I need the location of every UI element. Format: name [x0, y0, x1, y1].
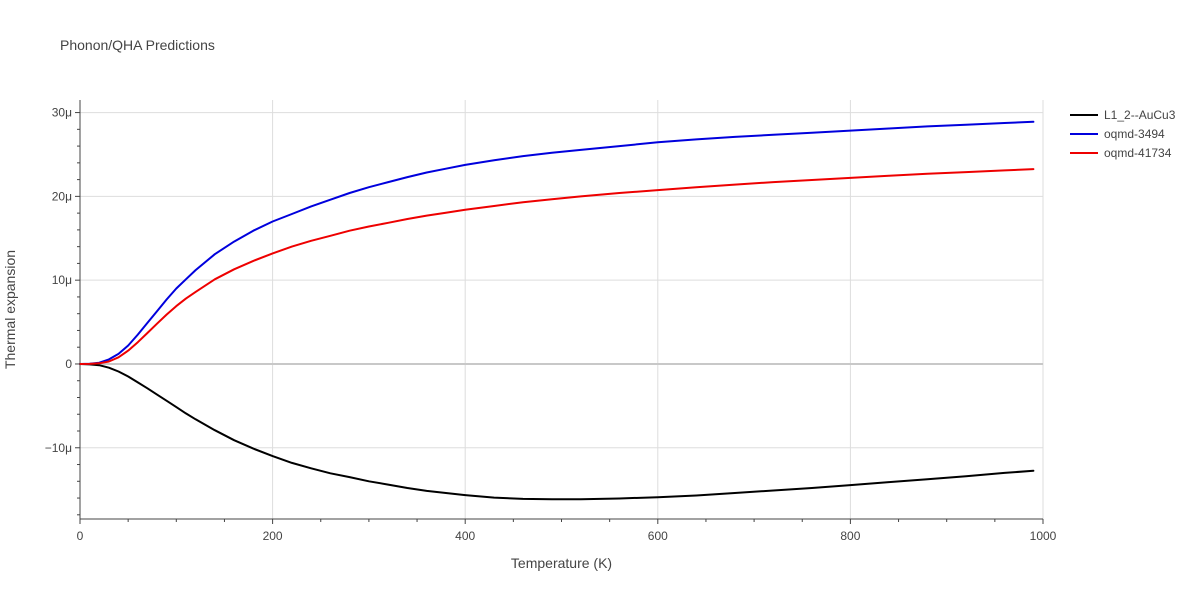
x-tick-label: 0 — [77, 529, 84, 543]
legend-label: oqmd-41734 — [1104, 146, 1172, 160]
y-axis-title: Thermal expansion — [2, 250, 18, 369]
x-tick-label: 600 — [648, 529, 668, 543]
axes — [79, 100, 1043, 520]
x-tick-label: 800 — [840, 529, 860, 543]
series-line-L1_2--AuCu3 — [79, 363, 1035, 501]
legend-label: oqmd-3494 — [1104, 127, 1165, 141]
grid-lines — [80, 100, 1044, 519]
legend-item[interactable]: oqmd-41734 — [1070, 146, 1172, 160]
y-tick-label: 30μ — [52, 106, 72, 120]
x-tick-label: 200 — [263, 529, 283, 543]
legend-item[interactable]: oqmd-3494 — [1070, 127, 1165, 141]
x-tick-label: 1000 — [1030, 529, 1057, 543]
series-lines — [79, 120, 1035, 501]
y-tick-label: −10μ — [45, 441, 72, 455]
legend-item[interactable]: L1_2--AuCu3 — [1070, 108, 1176, 122]
chart-title: Phonon/QHA Predictions — [60, 37, 215, 53]
y-tick-label: 10μ — [52, 273, 72, 287]
y-tick-label: 20μ — [52, 189, 72, 203]
y-axis-ticks: −10μ 0 10μ 20μ 30μ — [45, 106, 80, 516]
x-axis-ticks: 0 200 400 600 800 1000 — [77, 519, 1057, 543]
series-line-oqmd-41734 — [79, 168, 1035, 365]
x-axis-title: Temperature (K) — [511, 555, 612, 571]
y-tick-label: 0 — [65, 357, 72, 371]
series-line-oqmd-3494 — [79, 120, 1035, 365]
x-tick-label: 400 — [455, 529, 475, 543]
legend-label: L1_2--AuCu3 — [1104, 108, 1176, 122]
legend: L1_2--AuCu3 oqmd-3494 oqmd-41734 — [1070, 108, 1176, 160]
